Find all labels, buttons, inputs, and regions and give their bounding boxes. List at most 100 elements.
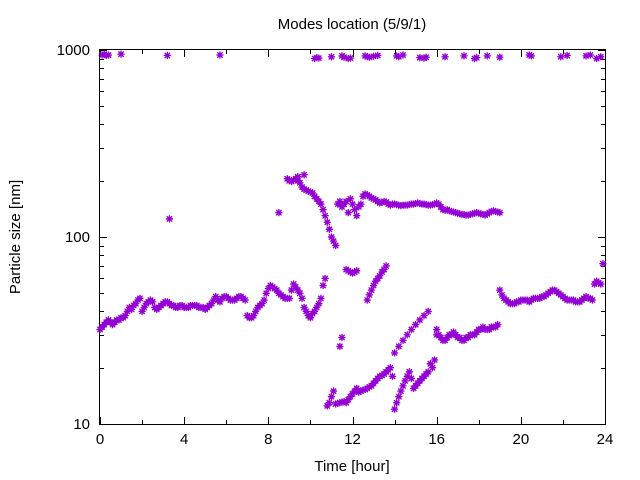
data-point (390, 405, 399, 413)
data-points (96, 50, 607, 413)
data-point (403, 331, 411, 339)
x-tick-label: 20 (512, 431, 529, 448)
data-point (599, 259, 607, 268)
y-axis-ticks (100, 50, 605, 425)
x-tick-label: 12 (344, 431, 361, 448)
data-point (340, 53, 348, 61)
data-point (148, 298, 157, 306)
data-point (310, 307, 319, 316)
data-point (399, 336, 407, 345)
data-point (298, 294, 306, 303)
data-point (346, 195, 355, 203)
data-point (331, 241, 340, 250)
data-point (315, 54, 323, 62)
data-point (313, 303, 321, 312)
x-axis-label: Time [hour] (314, 458, 389, 475)
data-point (323, 218, 331, 226)
data-point (163, 51, 172, 60)
data-point (586, 51, 594, 59)
data-point (420, 311, 428, 320)
data-point (432, 331, 441, 339)
data-point (416, 316, 424, 324)
data-point (117, 50, 125, 58)
data-point (395, 342, 403, 351)
data-point (422, 53, 430, 61)
x-tick-label: 0 (96, 431, 104, 448)
data-point (441, 53, 449, 61)
x-axis-ticks (100, 50, 606, 424)
data-point (329, 387, 338, 395)
data-point (392, 398, 401, 407)
data-point (327, 53, 336, 61)
data-point (430, 356, 439, 364)
data-point (382, 262, 390, 270)
data-point (321, 274, 329, 283)
data-point (136, 294, 144, 303)
data-point (104, 51, 113, 59)
data-point (357, 200, 365, 208)
y-axis-tick-labels: 10 100 1000 (57, 42, 90, 433)
y-tick-label: 10 (73, 416, 90, 433)
data-point (597, 53, 605, 61)
data-point (287, 286, 296, 294)
chart-title: Modes location (5/9/1) (278, 16, 426, 33)
data-point (472, 53, 481, 62)
x-tick-label: 24 (597, 431, 614, 448)
data-point (386, 364, 395, 372)
y-tick-label: 100 (65, 229, 90, 246)
data-point (588, 296, 597, 304)
x-tick-label: 16 (428, 431, 445, 448)
data-point (496, 208, 504, 217)
data-point (216, 51, 224, 59)
y-axis-label: Particle size [nm] (7, 180, 24, 294)
data-point (315, 299, 323, 308)
data-point (275, 208, 283, 217)
data-point (319, 281, 327, 290)
data-point (338, 333, 346, 342)
data-point (321, 211, 329, 220)
data-point (363, 296, 371, 304)
data-point (353, 267, 361, 275)
data-point (346, 54, 355, 62)
data-point (411, 320, 420, 329)
data-point (388, 372, 397, 380)
data-point (241, 296, 249, 304)
data-point (285, 294, 294, 303)
data-point (460, 52, 468, 60)
x-axis-tick-labels: 0 4 8 12 16 20 24 (96, 431, 614, 448)
data-point (294, 173, 302, 181)
data-point (397, 387, 405, 395)
data-point (407, 374, 416, 383)
data-point (327, 392, 336, 401)
data-point (483, 52, 491, 60)
data-point (407, 325, 416, 334)
data-point (317, 294, 325, 303)
data-point (165, 215, 174, 223)
data-point (496, 286, 504, 294)
data-point (493, 320, 502, 329)
x-tick-label: 8 (264, 431, 272, 448)
data-point (557, 53, 565, 61)
y-tick-label: 1000 (57, 42, 90, 59)
data-point (395, 392, 403, 401)
data-point (374, 51, 382, 60)
data-point (344, 208, 352, 217)
data-point (399, 51, 407, 59)
data-point (563, 51, 571, 60)
data-point (260, 296, 268, 304)
data-point (336, 342, 344, 351)
x-tick-label: 4 (180, 431, 188, 448)
data-point (390, 349, 399, 357)
data-point (496, 53, 504, 61)
data-point (325, 398, 334, 407)
data-point (317, 200, 325, 208)
data-point (353, 211, 361, 220)
data-point (597, 280, 605, 288)
plot-frame (99, 49, 606, 425)
data-point (325, 225, 334, 233)
data-point (348, 200, 357, 208)
data-point (428, 364, 437, 372)
data-point (367, 286, 376, 294)
data-point (405, 368, 414, 376)
data-point (296, 289, 304, 297)
